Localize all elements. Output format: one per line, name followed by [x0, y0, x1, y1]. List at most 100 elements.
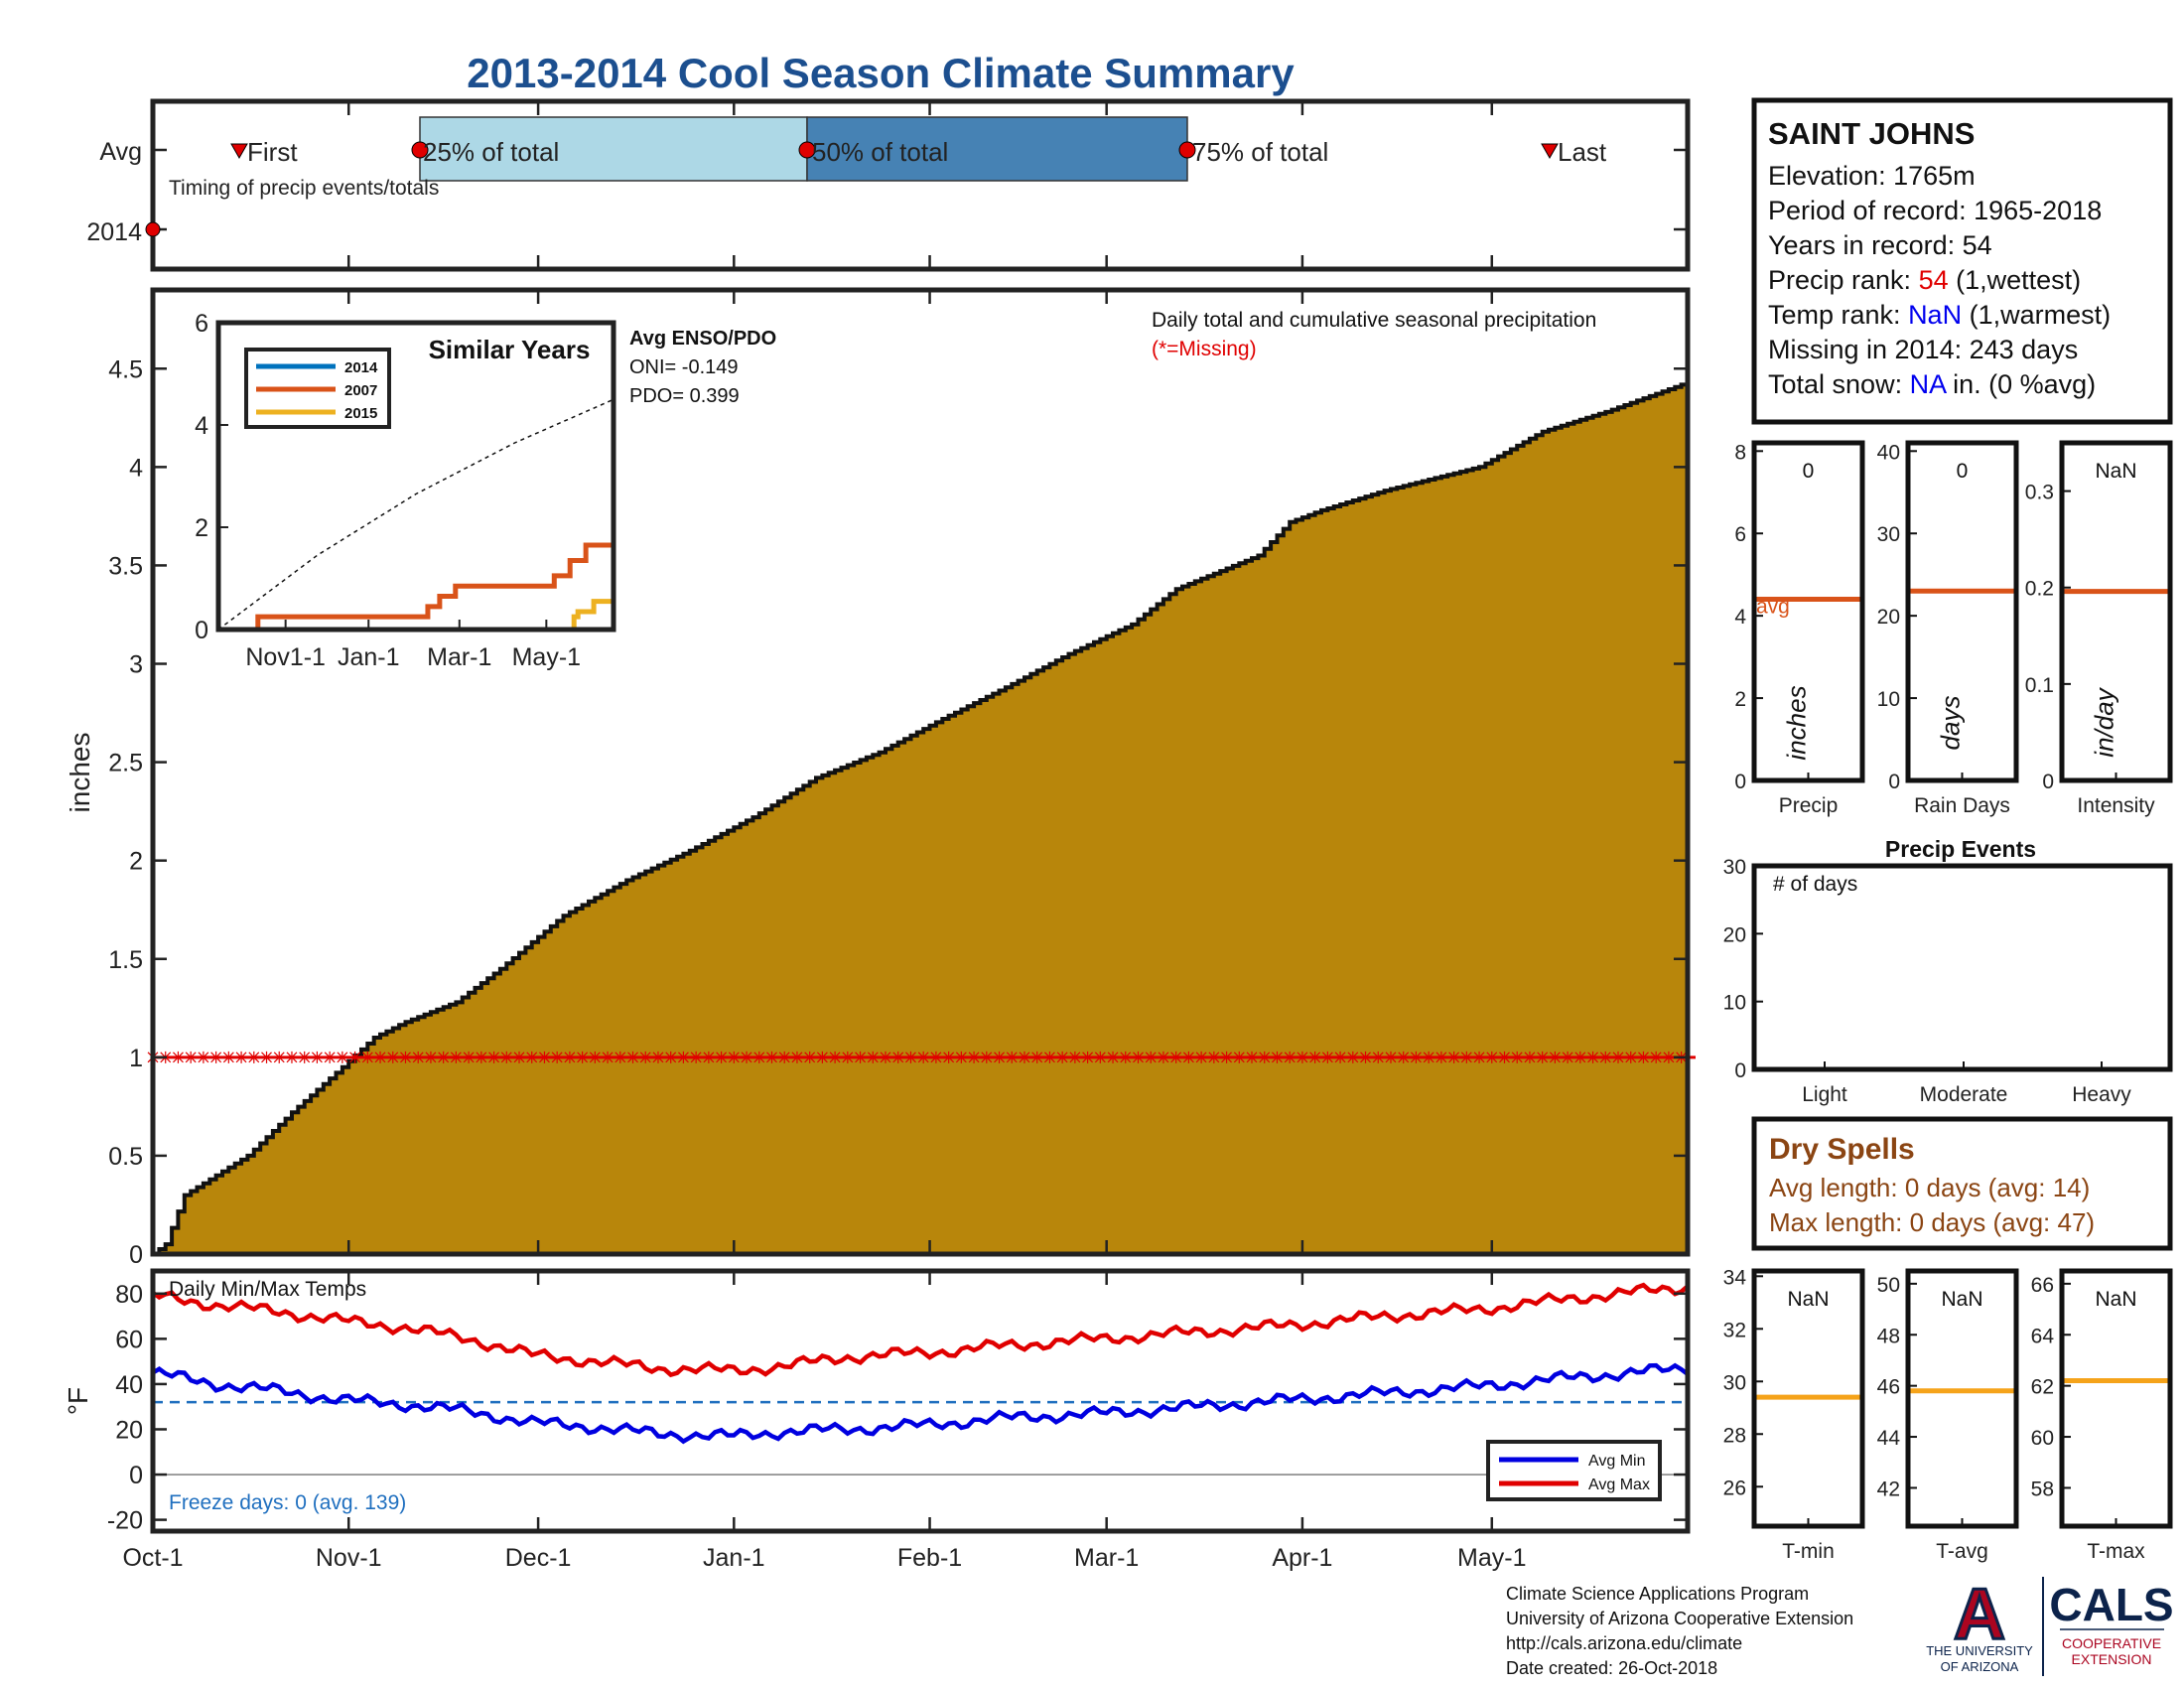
missing-marker — [577, 1051, 589, 1063]
timing-q75-marker — [1178, 141, 1196, 159]
station-missing: Missing in 2014: 243 days — [1768, 335, 2078, 364]
missing-marker — [1499, 1051, 1510, 1063]
missing-marker — [286, 1051, 298, 1063]
temp-series-avg-min — [151, 1362, 1690, 1445]
station-elevation: Elevation: 1765m — [1768, 161, 1976, 191]
footer-line-3: http://cals.arizona.edu/climate — [1506, 1633, 1742, 1653]
missing-marker — [1297, 1051, 1308, 1063]
panel-x-label: Rain Days — [1914, 794, 2010, 817]
panel-y-tick-label: 0.2 — [2025, 578, 2054, 601]
main-y-tick-label: 3 — [129, 651, 143, 679]
events-y-tick-label: 10 — [1723, 992, 1746, 1015]
inset-y-tick-label: 0 — [195, 617, 208, 644]
x-tick-label: May-1 — [1457, 1544, 1526, 1572]
missing-marker — [1158, 1051, 1169, 1063]
figure-title: 2013-2014 Cool Season Climate Summary — [467, 50, 1295, 96]
temps-y-tick-label: 80 — [115, 1281, 143, 1309]
x-tick-label: Dec-1 — [505, 1544, 572, 1572]
panel-value-label: NaN — [2095, 1288, 2136, 1311]
missing-marker — [1360, 1051, 1371, 1063]
missing-marker — [1511, 1051, 1523, 1063]
panel-y-tick-label: 66 — [2031, 1274, 2054, 1297]
missing-marker — [1221, 1051, 1232, 1063]
missing-marker — [412, 1051, 424, 1063]
missing-marker — [1473, 1051, 1485, 1063]
temp-rank-value: NaN — [1908, 300, 1962, 330]
timing-q25-marker — [411, 141, 429, 159]
similar-years-inset: 0 2 4 6 Nov1-1 Jan-1 Mar-1 May-1 Similar Years… — [195, 310, 776, 671]
panel-y-tick-label: 30 — [1723, 1371, 1746, 1394]
inset-x-tick-label: Jan-1 — [338, 643, 400, 671]
main-y-tick-label: 1 — [129, 1045, 143, 1072]
panel-y-tick-label: 0 — [1734, 771, 1746, 793]
panel-x-label: Intensity — [2077, 794, 2155, 817]
events-y-tick-label: 20 — [1723, 923, 1746, 946]
footer-line-1: Climate Science Applications Program — [1506, 1584, 1809, 1604]
missing-marker — [1587, 1051, 1598, 1063]
missing-marker — [1435, 1051, 1447, 1063]
missing-marker — [1309, 1051, 1321, 1063]
inset-x-tick-label: May-1 — [512, 643, 581, 671]
temps-y-tick-label: 0 — [129, 1462, 143, 1489]
main-y-axis-label: inches — [65, 733, 95, 813]
missing-marker — [1107, 1051, 1119, 1063]
missing-marker — [1233, 1051, 1245, 1063]
missing-marker — [564, 1051, 576, 1063]
panel-y-tick-label: 20 — [1877, 606, 1900, 629]
panel-y-tick-label: 34 — [1723, 1266, 1747, 1289]
missing-marker — [955, 1051, 967, 1063]
x-tick-label: Jan-1 — [703, 1544, 765, 1572]
missing-marker — [1385, 1051, 1397, 1063]
panel-tavg_bar: 42 44 46 48 50 NaN T-avg — [1877, 1268, 2019, 1563]
missing-marker — [488, 1051, 499, 1063]
panel-x-label: T-min — [1782, 1540, 1835, 1563]
missing-marker — [1612, 1051, 1624, 1063]
temps-legend-label: Avg Min — [1588, 1453, 1646, 1470]
missing-marker — [299, 1051, 311, 1063]
footer-line-4: Date created: 26-Oct-2018 — [1506, 1658, 1717, 1678]
timing-q75-label: 75% of total — [1192, 137, 1328, 167]
temps-panel: -20 0 20 40 60 80 Daily Min/Max Temps °F Free… — [63, 1268, 1691, 1535]
missing-marker — [728, 1051, 740, 1063]
missing-marker — [387, 1051, 399, 1063]
panel-x-label: T-max — [2087, 1540, 2145, 1563]
temps-y-tick-label: -20 — [107, 1507, 143, 1535]
panel-value-label: 0 — [1957, 460, 1969, 483]
station-info-box: SAINT JOHNS Elevation: 1765m Period of r… — [1751, 97, 2173, 425]
panel-y-tick-label: 4 — [1734, 606, 1746, 629]
missing-marker — [400, 1051, 411, 1063]
main-y-tick-label: 0.5 — [108, 1143, 143, 1171]
precip-events-frame — [1751, 863, 2173, 1072]
missing-marker — [361, 1051, 373, 1063]
missing-marker — [1082, 1051, 1094, 1063]
inset-y-tick-label: 4 — [195, 412, 208, 440]
missing-marker — [1043, 1051, 1055, 1063]
inset-title: Similar Years — [429, 335, 591, 364]
missing-marker — [1031, 1051, 1043, 1063]
missing-marker — [1448, 1051, 1460, 1063]
missing-marker — [235, 1051, 247, 1063]
precip-rank-value: 54 — [1919, 265, 1949, 295]
main-y-tick-label: 1.5 — [108, 946, 143, 974]
missing-marker — [677, 1051, 689, 1063]
panel-tmin_bar: 26 28 30 32 34 NaN T-min — [1723, 1266, 1865, 1563]
x-tick-label: Nov-1 — [316, 1544, 382, 1572]
missing-marker — [185, 1051, 197, 1063]
missing-marker — [450, 1051, 462, 1063]
dry-spells-frame — [1751, 1116, 2173, 1251]
missing-marker — [1549, 1051, 1561, 1063]
missing-marker — [855, 1051, 866, 1063]
missing-marker — [1056, 1051, 1068, 1063]
station-period: Period of record: 1965-2018 — [1768, 196, 2102, 225]
missing-marker — [1537, 1051, 1549, 1063]
missing-marker — [248, 1051, 260, 1063]
missing-marker — [198, 1051, 209, 1063]
missing-marker — [665, 1051, 677, 1063]
missing-marker — [526, 1051, 538, 1063]
inset-legend-label: 2007 — [344, 382, 377, 399]
precip-events-title: Precip Events — [1885, 836, 2036, 862]
events-category-label: Moderate — [1920, 1083, 2008, 1106]
panel-intensity_bar: 0 0.1 0.2 0.3 NaN Intensity in/day — [2025, 440, 2173, 817]
missing-marker — [1650, 1051, 1662, 1063]
missing-marker — [690, 1051, 702, 1063]
